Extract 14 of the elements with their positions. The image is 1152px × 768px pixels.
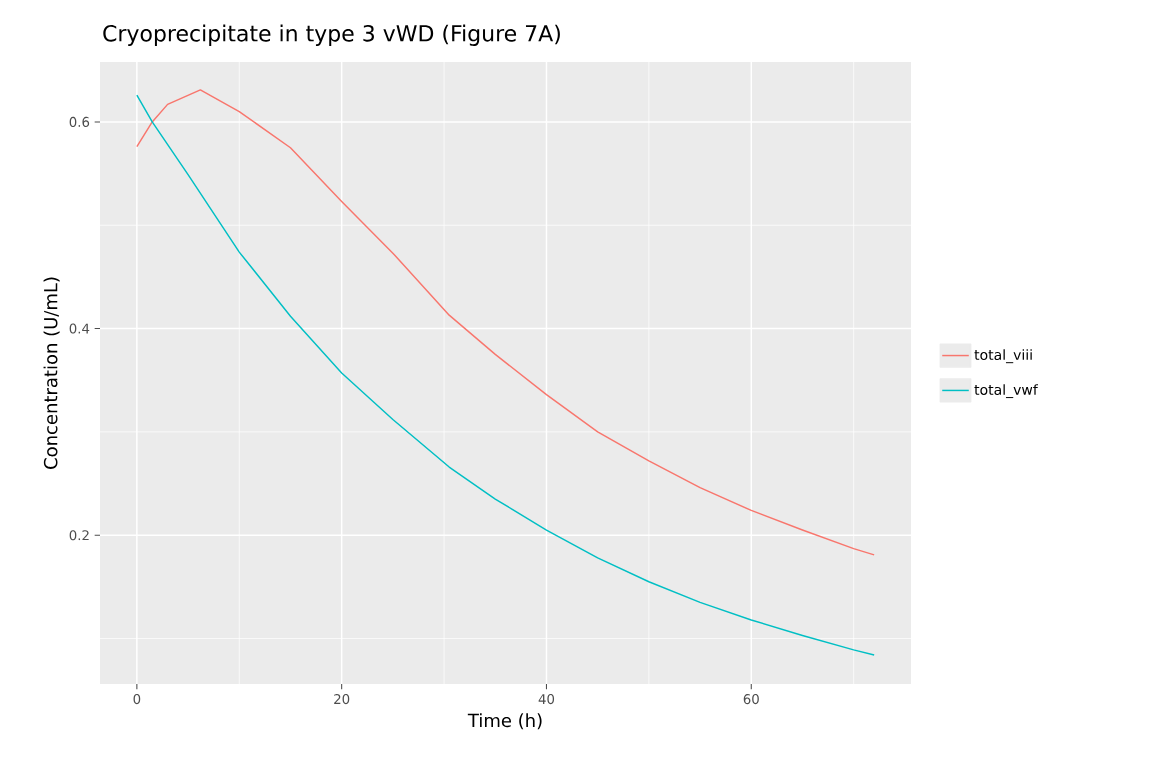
y-axis-title: Concentration (U/mL) <box>43 277 60 469</box>
legend-label: total_vwf <box>974 384 1039 399</box>
legend-label: total_viii <box>974 349 1032 364</box>
line-series <box>136 94 875 656</box>
x-tick-label: 60 <box>743 694 759 705</box>
line-series <box>136 89 875 556</box>
y-tick-label: 0.2 <box>69 530 89 541</box>
chart-title: Cryoprecipitate in type 3 vWD (Figure 7A) <box>103 24 560 46</box>
x-tick-label: 20 <box>334 694 350 705</box>
x-tick-label: 40 <box>538 694 555 705</box>
y-tick-label: 0.4 <box>69 323 90 334</box>
y-tick-label: 0.6 <box>69 116 90 127</box>
x-axis-title: Time (h) <box>467 713 542 730</box>
x-tick-label: 0 <box>133 694 141 705</box>
